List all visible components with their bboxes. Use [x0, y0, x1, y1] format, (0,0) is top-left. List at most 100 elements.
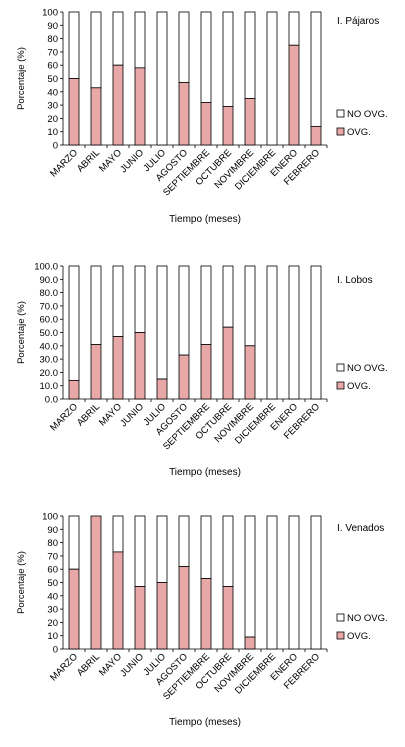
bar-ovg: [134, 332, 146, 400]
y-tick-label: 70: [47, 47, 58, 58]
x-tick-label: ABRIL: [75, 147, 102, 174]
y-axis-label: Porcentaje (%): [16, 47, 27, 110]
bar-ovg: [156, 582, 168, 650]
bar-ovg: [244, 636, 256, 650]
bar-no-ovg: [244, 11, 256, 99]
bar-ovg: [222, 586, 234, 650]
bar-no-ovg: [310, 515, 322, 650]
legend-swatch-ovg: [336, 631, 345, 640]
bar-no-ovg: [222, 11, 234, 107]
legend-swatch-ovg: [336, 381, 345, 390]
y-tick-label: 60.0: [40, 315, 59, 326]
y-tick-label: 40: [47, 591, 58, 602]
bar-no-ovg: [178, 11, 190, 83]
y-tick-label: 50.0: [40, 328, 59, 339]
y-tick-label: 60: [47, 565, 58, 576]
bar-ovg: [112, 336, 124, 400]
y-tick-label: 90: [47, 21, 58, 32]
x-tick-label: ABRIL: [75, 651, 102, 678]
legend-label-no-ovg: NO OVG.: [347, 109, 388, 120]
y-tick-label: 40: [47, 87, 58, 98]
bar-ovg: [156, 378, 168, 400]
y-tick-label: 50: [47, 74, 58, 85]
bar-ovg: [244, 345, 256, 400]
y-tick-label: 60: [47, 61, 58, 72]
bar-no-ovg: [244, 265, 256, 347]
chart-2: 0.0 10.0 20.0 30.0 40.0 50.0 60.0 70.0 80.0 90.0 1…: [16, 262, 388, 479]
y-tick-label: 20: [47, 618, 58, 629]
bar-no-ovg: [112, 265, 124, 337]
bar-ovg: [288, 44, 300, 146]
bar-no-ovg: [310, 11, 322, 127]
bar-ovg: [68, 568, 80, 650]
chart-3: 0 10 20 30 40 50 60 70 80 90 100 Porcentaje (%) MARZ…: [16, 512, 388, 729]
bar-ovg: [134, 586, 146, 650]
legend-swatch-no-ovg: [336, 109, 345, 118]
bar-ovg: [134, 67, 146, 146]
legend-label-ovg: OVG.: [347, 127, 371, 138]
legend-label-no-ovg: NO OVG.: [347, 613, 388, 624]
bar-no-ovg: [244, 515, 256, 638]
bar-no-ovg: [134, 515, 146, 587]
bar-ovg: [222, 106, 234, 146]
x-tick-label: JUNIO: [118, 401, 146, 429]
y-tick-label: 100: [42, 512, 58, 523]
bar-no-ovg: [266, 11, 278, 146]
x-tick-label: MARZO: [48, 401, 80, 433]
y-axis-label: Porcentaje (%): [16, 301, 27, 364]
y-tick-label: 10: [47, 631, 58, 642]
chart-title: I. Venados: [337, 523, 384, 534]
bar-ovg: [200, 102, 212, 146]
y-tick-label: 0.0: [45, 395, 58, 406]
bar-no-ovg: [156, 515, 168, 583]
y-tick-label: 30: [47, 605, 58, 616]
bar-ovg: [244, 98, 256, 146]
bar-no-ovg: [288, 265, 300, 400]
bar-no-ovg: [178, 265, 190, 356]
legend-label-ovg: OVG.: [347, 381, 371, 392]
bar-no-ovg: [68, 515, 80, 570]
bar-ovg: [90, 515, 102, 650]
y-tick-label: 10: [47, 127, 58, 138]
bar-no-ovg: [134, 11, 146, 69]
bar-no-ovg: [200, 515, 212, 579]
y-tick-label: 80: [47, 34, 58, 45]
y-tick-label: 30: [47, 101, 58, 112]
bar-no-ovg: [266, 515, 278, 650]
bar-no-ovg: [200, 11, 212, 103]
bar-ovg: [222, 326, 234, 400]
x-tick-label: MARZO: [48, 651, 80, 683]
bar-no-ovg: [222, 515, 234, 587]
y-tick-label: 40.0: [40, 341, 59, 352]
y-tick-label: 80: [47, 538, 58, 549]
bar-no-ovg: [288, 515, 300, 650]
x-tick-label: ABRIL: [75, 401, 102, 428]
bar-ovg: [178, 566, 190, 650]
chart-title: I. Lobos: [337, 275, 373, 286]
bar-ovg: [112, 551, 124, 650]
bar-ovg: [90, 87, 102, 146]
bar-no-ovg: [134, 265, 146, 333]
bar-no-ovg: [200, 265, 212, 345]
legend-label-ovg: OVG.: [347, 631, 371, 642]
y-axis-label: Porcentaje (%): [16, 551, 27, 614]
y-tick-label: 50: [47, 578, 58, 589]
y-tick-label: 10.0: [40, 381, 59, 392]
bar-no-ovg: [156, 265, 168, 380]
bar-no-ovg: [178, 515, 190, 567]
chart-1: 0 10 20 30 40 50 60 70 80 90 100 Porcentaje (%) MARZ…: [16, 8, 388, 226]
x-tick-label: JUNIO: [118, 651, 146, 679]
legend-swatch-ovg: [336, 127, 345, 136]
y-tick-label: 90.0: [40, 275, 59, 286]
bar-no-ovg: [68, 11, 80, 79]
bar-ovg: [178, 82, 190, 146]
bar-ovg: [200, 578, 212, 650]
bar-no-ovg: [156, 11, 168, 146]
bar-ovg: [68, 379, 80, 400]
y-tick-label: 100: [42, 8, 58, 19]
legend-label-no-ovg: NO OVG.: [347, 363, 388, 374]
bar-ovg: [112, 64, 124, 146]
x-axis-label: Tiempo (meses): [169, 214, 241, 225]
bar-no-ovg: [90, 11, 102, 89]
